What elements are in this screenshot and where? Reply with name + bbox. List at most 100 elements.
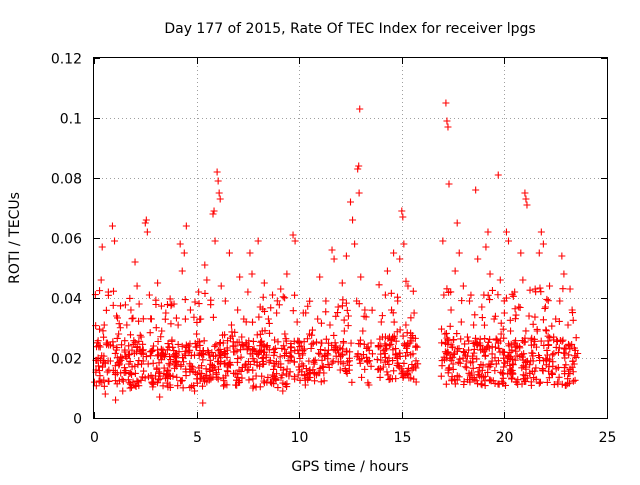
- data-point: [322, 297, 330, 305]
- data-point: [308, 326, 316, 334]
- data-point: [556, 297, 564, 305]
- data-point: [166, 295, 174, 303]
- data-point: [356, 359, 364, 367]
- data-point: [158, 327, 166, 335]
- data-point: [363, 344, 371, 352]
- data-point: [121, 301, 129, 309]
- data-point: [536, 356, 544, 364]
- data-point: [310, 369, 318, 377]
- data-point: [442, 99, 450, 107]
- data-point: [481, 382, 489, 390]
- data-point: [399, 213, 407, 221]
- data-point: [385, 360, 393, 368]
- data-point: [217, 282, 225, 290]
- data-point: [200, 337, 208, 345]
- data-point: [406, 339, 414, 347]
- data-point: [250, 345, 258, 353]
- data-point: [548, 322, 556, 330]
- data-point: [109, 342, 117, 350]
- data-point: [542, 326, 550, 334]
- data-point: [465, 337, 473, 345]
- data-point: [233, 358, 241, 366]
- data-point: [478, 345, 486, 353]
- data-point: [253, 361, 261, 369]
- data-point: [532, 364, 540, 372]
- data-point: [450, 350, 458, 358]
- data-point: [412, 342, 420, 350]
- data-point: [336, 344, 344, 352]
- data-point: [518, 364, 526, 372]
- data-point: [244, 344, 252, 352]
- data-point: [136, 331, 144, 339]
- data-point: [555, 317, 563, 325]
- data-point: [121, 348, 129, 356]
- data-point: [330, 331, 338, 339]
- data-point: [328, 359, 336, 367]
- data-point: [209, 210, 217, 218]
- data-point: [212, 352, 220, 360]
- data-point: [385, 354, 393, 362]
- data-point: [526, 286, 534, 294]
- data-point: [309, 339, 317, 347]
- data-point: [314, 315, 322, 323]
- data-point: [460, 378, 468, 386]
- data-point: [125, 351, 133, 359]
- data-point: [340, 316, 348, 324]
- data-point: [528, 367, 536, 375]
- data-point: [164, 366, 172, 374]
- data-point: [209, 313, 217, 321]
- data-point: [96, 325, 104, 333]
- data-point: [111, 371, 119, 379]
- data-point: [322, 335, 330, 343]
- data-point: [361, 306, 369, 314]
- data-point: [173, 373, 181, 381]
- data-point: [277, 285, 285, 293]
- data-point: [99, 363, 107, 371]
- data-point: [216, 195, 224, 203]
- data-point: [206, 356, 214, 364]
- chart-title: Day 177 of 2015, Rate Of TEC Index for r…: [164, 21, 535, 37]
- data-point: [488, 350, 496, 358]
- data-point: [481, 372, 489, 380]
- data-point: [242, 360, 250, 368]
- data-point: [394, 297, 402, 305]
- data-point: [104, 377, 112, 385]
- data-point: [488, 357, 496, 365]
- data-point: [135, 382, 143, 390]
- data-point: [392, 351, 400, 359]
- data-point: [499, 348, 507, 356]
- data-point: [225, 249, 233, 257]
- data-point: [126, 331, 134, 339]
- data-point: [343, 306, 351, 314]
- data-point: [522, 195, 530, 203]
- data-point: [306, 373, 314, 381]
- data-point: [537, 228, 545, 236]
- data-point: [497, 368, 505, 376]
- data-point: [469, 352, 477, 360]
- data-point: [355, 340, 363, 348]
- data-point: [453, 330, 461, 338]
- data-point: [245, 366, 253, 374]
- data-point: [471, 311, 479, 319]
- data-point: [491, 379, 499, 387]
- y-tick-label: 0.06: [51, 232, 82, 248]
- data-point: [112, 396, 120, 404]
- data-point: [279, 379, 287, 387]
- data-point: [129, 340, 137, 348]
- data-point: [220, 359, 228, 367]
- data-point: [512, 311, 520, 319]
- data-point: [552, 343, 560, 351]
- data-point: [479, 361, 487, 369]
- data-point: [266, 356, 274, 364]
- data-point: [561, 370, 569, 378]
- data-point: [227, 321, 235, 329]
- data-point: [463, 364, 471, 372]
- data-point: [376, 366, 384, 374]
- data-point: [377, 350, 385, 358]
- data-point: [375, 281, 383, 289]
- data-point: [95, 343, 103, 351]
- data-point: [412, 378, 420, 386]
- data-point: [361, 365, 369, 373]
- data-point: [170, 300, 178, 308]
- data-point: [293, 318, 301, 326]
